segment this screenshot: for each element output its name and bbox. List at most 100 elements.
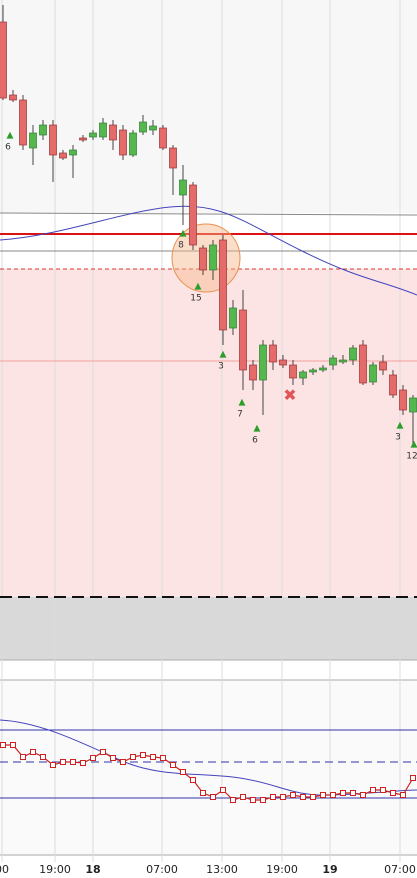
indicator-point bbox=[260, 797, 266, 803]
indicator-point bbox=[320, 792, 326, 798]
indicator-point bbox=[130, 754, 136, 760]
candle-body bbox=[39, 124, 47, 136]
candle-body bbox=[179, 179, 187, 196]
indicator-point bbox=[210, 794, 216, 800]
indicator-point bbox=[360, 792, 366, 798]
candle-body bbox=[0, 21, 7, 99]
signal-arrow: ▲ bbox=[7, 131, 14, 141]
candle-body bbox=[99, 122, 107, 138]
indicator-point bbox=[140, 752, 146, 758]
signal-label: 6 bbox=[5, 143, 11, 153]
moving-average bbox=[0, 205, 417, 296]
candle-body bbox=[149, 125, 157, 131]
indicator-point bbox=[250, 797, 256, 803]
indicator-point bbox=[400, 792, 406, 798]
upper-zone bbox=[0, 0, 417, 213]
signal-label: 12 bbox=[406, 452, 417, 462]
indicator-point bbox=[20, 754, 26, 760]
indicator-point bbox=[60, 759, 66, 765]
signal-arrow: ▲ bbox=[397, 421, 404, 431]
indicator-point bbox=[280, 794, 286, 800]
candle-body bbox=[229, 307, 237, 329]
x-tick-label: 18 bbox=[85, 863, 100, 876]
level-line bbox=[0, 212, 417, 216]
candle-body bbox=[59, 152, 67, 159]
signal-arrow: ▲ bbox=[411, 440, 417, 450]
signal-label: 3 bbox=[395, 433, 401, 443]
candle-body bbox=[359, 344, 367, 384]
candle-body bbox=[109, 124, 117, 141]
gray-zone bbox=[0, 597, 417, 660]
indicator-point bbox=[190, 777, 196, 783]
indicator-point bbox=[160, 755, 166, 761]
candle-body bbox=[89, 132, 97, 138]
signal-label: 7 bbox=[237, 410, 243, 420]
indicator-point bbox=[230, 797, 236, 803]
x-tick-label: 19:00 bbox=[266, 863, 298, 876]
signal-label: 6 bbox=[252, 436, 258, 446]
candle-body bbox=[209, 244, 217, 271]
candle-body bbox=[279, 359, 287, 366]
candle-body bbox=[409, 397, 417, 413]
candle-body bbox=[159, 127, 167, 149]
indicator-point bbox=[390, 790, 396, 796]
candle-body bbox=[139, 121, 147, 133]
candle-body bbox=[19, 99, 27, 146]
candle-body bbox=[319, 367, 327, 371]
indicator-point bbox=[0, 742, 6, 748]
indicator-point bbox=[240, 794, 246, 800]
indicator-point bbox=[220, 787, 226, 793]
signal-label: 8 bbox=[178, 241, 184, 251]
indicator-point bbox=[100, 749, 106, 755]
signal-label: 3 bbox=[218, 362, 224, 372]
candle-body bbox=[249, 364, 257, 381]
cross-marker: ✖ bbox=[283, 386, 296, 405]
x-tick-label: 07:00 bbox=[384, 863, 416, 876]
signal-arrow: ▲ bbox=[180, 229, 187, 239]
candle-body bbox=[339, 359, 347, 363]
indicator-point bbox=[120, 759, 126, 765]
x-tick-label: 13:00 bbox=[206, 863, 238, 876]
indicator-point bbox=[50, 762, 56, 768]
candle-body bbox=[79, 137, 87, 141]
indicator-point bbox=[70, 759, 76, 765]
indicator-point bbox=[200, 790, 206, 796]
candle-body bbox=[349, 347, 357, 361]
candle-body bbox=[379, 361, 387, 371]
candle-body bbox=[269, 344, 277, 363]
indicator-point bbox=[370, 787, 376, 793]
candle-body bbox=[9, 94, 17, 101]
candle-body bbox=[119, 129, 127, 156]
indicator-point bbox=[290, 792, 296, 798]
x-tick-label: 00 bbox=[0, 863, 9, 876]
candle-body bbox=[369, 364, 377, 383]
signal-arrow: ▲ bbox=[220, 350, 227, 360]
indicator-point bbox=[270, 794, 276, 800]
indicator-point bbox=[330, 792, 336, 798]
candle-body bbox=[189, 184, 197, 246]
candle-body bbox=[219, 239, 227, 331]
candle-body bbox=[329, 357, 337, 366]
indicator-point bbox=[40, 754, 46, 760]
candle-body bbox=[259, 344, 267, 381]
indicator-point bbox=[90, 755, 96, 761]
signal-arrow: ▲ bbox=[239, 398, 246, 408]
candle-body bbox=[29, 132, 37, 149]
indicator-point bbox=[340, 790, 346, 796]
indicator-point bbox=[30, 749, 36, 755]
indicator-point bbox=[300, 794, 306, 800]
signal-arrow: ▲ bbox=[254, 424, 261, 434]
indicator-point bbox=[10, 742, 16, 748]
x-tick-label: 19 bbox=[322, 863, 337, 876]
indicator-point bbox=[380, 787, 386, 793]
candle-body bbox=[199, 247, 207, 271]
candle-body bbox=[69, 149, 77, 156]
signal-arrow: ▲ bbox=[195, 282, 202, 292]
indicator-point bbox=[170, 762, 176, 768]
pink-zone bbox=[0, 269, 417, 597]
candle-body bbox=[289, 364, 297, 379]
indicator-point bbox=[310, 794, 316, 800]
candle-body bbox=[129, 132, 137, 156]
indicator-point bbox=[180, 769, 186, 775]
